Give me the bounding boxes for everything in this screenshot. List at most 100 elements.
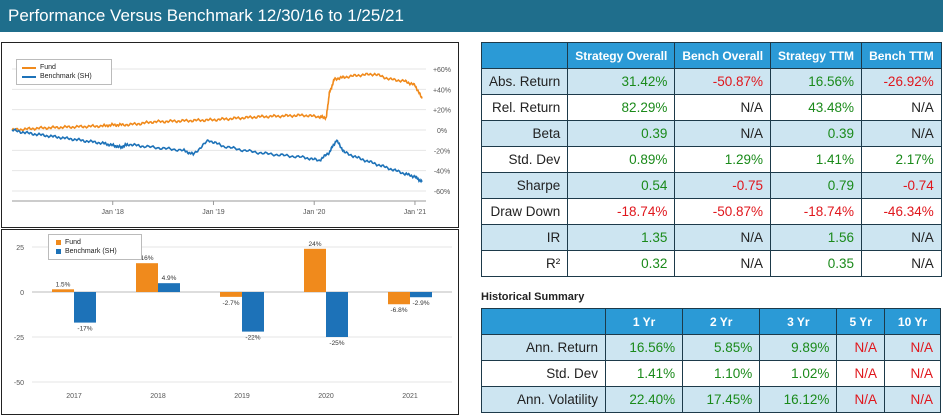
annual-returns-bar-chart: 25 0 -25 -50 2017 1.5% -17% 2018 16% 4.9% 2019 -2.7… <box>1 229 459 415</box>
stats-row-label: Beta <box>480 120 569 147</box>
col-1yr: 1 Yr <box>604 308 684 335</box>
stats-row-std-dev: Std. Dev 0.89% 1.29% 1.41% 2.17% <box>480 146 942 173</box>
bar-benchmark-sh-2021 <box>410 292 432 298</box>
stats-cell: -50.87% <box>674 68 772 95</box>
fund-line-swatch <box>22 66 36 69</box>
series-line-benchmark-sh <box>11 128 423 184</box>
stats-cell: N/A <box>861 94 942 121</box>
stats-cell: 0.39 <box>567 120 676 147</box>
bar-data-label: -25% <box>329 340 344 347</box>
bar-data-label: 1.5% <box>56 281 71 288</box>
stats-cell: 1.41% <box>770 146 863 173</box>
hist-cell: 9.89% <box>759 334 838 361</box>
bar-data-label: 4.9% <box>162 275 177 282</box>
bar-data-label: -22% <box>245 335 260 342</box>
hist-row-ann-return: Ann. Return 16.56% 5.85% 9.89% N/A N/A <box>481 334 942 361</box>
stats-row-label: Sharpe <box>480 172 569 199</box>
stats-cell: N/A <box>674 94 772 121</box>
bar-benchmark-sh-2018 <box>158 283 180 292</box>
stats-cell: 16.56% <box>770 68 863 95</box>
bar-data-label: -2.9% <box>413 300 430 307</box>
bar-data-label: 16% <box>140 255 153 262</box>
bar-chart-x-tick: 2017 <box>66 393 82 400</box>
stats-cell: 82.29% <box>567 94 676 121</box>
series-line-fund <box>11 72 423 132</box>
stats-row-label: Std. Dev <box>480 146 569 173</box>
hist-cell: 22.40% <box>604 386 684 413</box>
performance-line-chart: +60% +40% +20% 0% -20% -40% -60% Jan '18 Jan '19… <box>1 42 459 228</box>
stats-row-abs-return: Abs. Return 31.42% -50.87% 16.56% -26.92% <box>480 68 942 95</box>
stats-cell: 43.48% <box>770 94 863 121</box>
bar-data-label: 24% <box>308 241 321 248</box>
bar-chart-x-tick: 2019 <box>234 393 250 400</box>
stats-cell: N/A <box>674 250 772 277</box>
page-title: Performance Versus Benchmark 12/30/16 to… <box>8 6 404 25</box>
bar-chart-y-tick: 0 <box>20 290 24 297</box>
hist-cell: N/A <box>836 334 885 361</box>
bar-data-label: -17% <box>77 326 92 333</box>
bar-benchmark-sh-2020 <box>326 292 348 337</box>
hist-cell: N/A <box>883 334 942 361</box>
hist-cell: 1.41% <box>604 360 684 387</box>
bar-fund-2017 <box>52 289 74 292</box>
line-chart-x-tick: Jan '21 <box>404 209 426 216</box>
bar-fund-2021 <box>388 292 410 305</box>
line-chart-x-tick: Jan '18 <box>102 209 124 216</box>
stats-header-row: Strategy Overall Bench Overall Strategy … <box>480 42 942 69</box>
hist-cell: 5.85% <box>682 334 761 361</box>
bar-chart-y-tick: -50 <box>14 380 24 387</box>
stats-row-label: IR <box>480 224 569 251</box>
hist-cell: N/A <box>836 360 885 387</box>
stats-cell: 1.56 <box>770 224 863 251</box>
stats-row-beta: Beta 0.39 N/A 0.39 N/A <box>480 120 942 147</box>
stats-corner-cell <box>480 42 569 69</box>
stats-cell: 0.35 <box>770 250 863 277</box>
bar-fund-2019 <box>220 292 242 297</box>
hist-row-label: Ann. Return <box>481 334 606 361</box>
stats-cell: N/A <box>674 224 772 251</box>
bar-chart-x-tick: 2020 <box>318 393 334 400</box>
legend-label-benchmark: Benchmark (SH) <box>65 248 117 255</box>
hist-cell: 16.12% <box>759 386 838 413</box>
line-chart-y-tick: -20% <box>434 148 450 155</box>
stats-cell: 0.79 <box>770 172 863 199</box>
bar-chart-y-tick: -25 <box>14 335 24 342</box>
stats-row-draw-down: Draw Down -18.74% -50.87% -18.74% -46.34% <box>480 198 942 225</box>
stats-cell: 0.32 <box>567 250 676 277</box>
stats-cell: N/A <box>674 120 772 147</box>
hist-cell: 16.56% <box>604 334 684 361</box>
col-2yr: 2 Yr <box>682 308 761 335</box>
legend-label-fund: Fund <box>65 239 81 246</box>
line-chart-y-tick: +60% <box>433 67 451 74</box>
stats-cell: -26.92% <box>861 68 942 95</box>
hist-cell: N/A <box>883 360 942 387</box>
hist-row-std-dev: Std. Dev 1.41% 1.10% 1.02% N/A N/A <box>481 360 942 387</box>
legend-item-fund: Fund <box>54 238 136 247</box>
col-strategy-overall: Strategy Overall <box>567 42 676 69</box>
bar-chart-svg: 25 0 -25 -50 2017 1.5% -17% 2018 16% 4.9% 2019 -2.7… <box>14 241 452 400</box>
line-chart-y-tick: -40% <box>434 169 450 176</box>
bar-chart-x-tick: 2018 <box>150 393 166 400</box>
bar-benchmark-sh-2017 <box>74 292 96 323</box>
bar-benchmark-sh-2019 <box>242 292 264 332</box>
hist-cell: 1.02% <box>759 360 838 387</box>
historical-summary-title: Historical Summary <box>481 291 585 303</box>
stats-row-label: Abs. Return <box>480 68 569 95</box>
fund-square-swatch <box>56 240 61 245</box>
bar-chart-y-tick: 25 <box>16 245 24 252</box>
stats-cell: 1.35 <box>567 224 676 251</box>
stats-cell: 31.42% <box>567 68 676 95</box>
line-chart-svg: +60% +40% +20% 0% -20% -40% -60% Jan '18 Jan '19… <box>11 67 451 216</box>
legend-item-benchmark: Benchmark (SH) <box>22 72 106 81</box>
col-5yr: 5 Yr <box>836 308 885 335</box>
stats-cell: -18.74% <box>770 198 863 225</box>
hist-header-row: 1 Yr 2 Yr 3 Yr 5 Yr 10 Yr <box>481 308 942 335</box>
stats-cell: 0.54 <box>567 172 676 199</box>
legend-label-benchmark: Benchmark (SH) <box>40 73 92 80</box>
line-chart-y-tick: -60% <box>434 189 450 196</box>
stats-cell: N/A <box>861 224 942 251</box>
benchmark-line-swatch <box>22 75 36 78</box>
stats-cell: 0.89% <box>567 146 676 173</box>
bar-fund-2018 <box>136 263 158 292</box>
stats-row-ir: IR 1.35 N/A 1.56 N/A <box>480 224 942 251</box>
